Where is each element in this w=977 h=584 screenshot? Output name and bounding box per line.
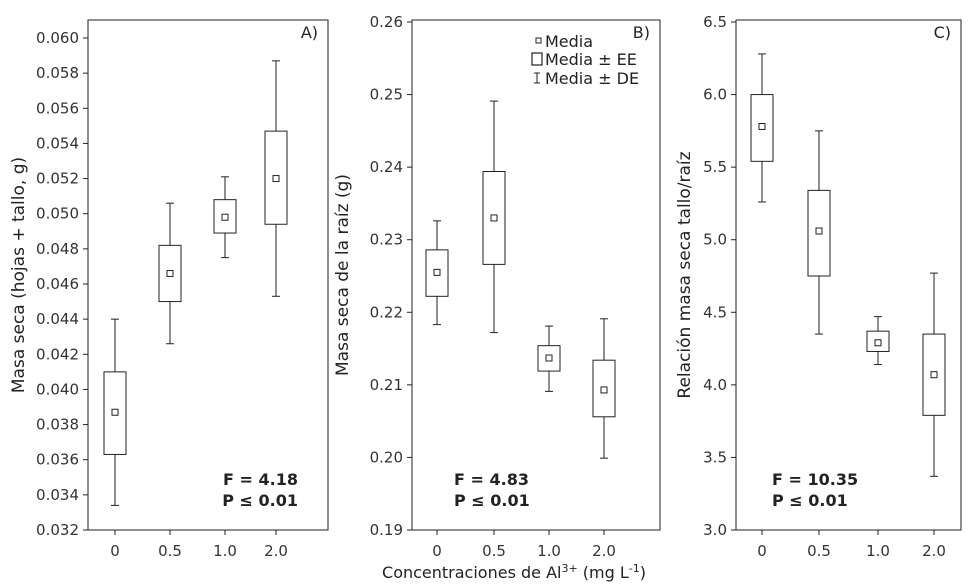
- panel-b-xtick-label: 0: [432, 542, 442, 560]
- panel-b-xtick-label: 0.5: [482, 542, 506, 560]
- panel-a-mean-marker: [272, 175, 280, 183]
- panel-a-ytick-label: 0.048: [36, 240, 79, 258]
- chart-marks: 0.032 0.034 0.036 0.038 0.040 0.042 0.044 0.046…: [36, 13, 946, 560]
- panel-a-ytick-label: 0.060: [36, 29, 79, 47]
- panel-b-label: B): [633, 23, 650, 42]
- panel-b-mean-marker: [600, 386, 608, 394]
- panel-c-stat-f: F = 10.35: [772, 470, 858, 489]
- panel-c-ytick-label: 5.5: [703, 158, 727, 176]
- panel-a-ytick-label: 0.058: [36, 64, 79, 82]
- x-axis-title: Concentraciones de Al3+ (mg L-1): [382, 562, 646, 582]
- panel-b-mean-marker: [433, 268, 441, 276]
- panel-b-ytick-label: 0.21: [370, 376, 403, 394]
- panel-a-ytick-label: 0.044: [36, 310, 79, 328]
- panel-a-xtick-label: 1.0: [213, 542, 237, 560]
- panel-c-ytick-label: 3.0: [703, 521, 727, 539]
- panel-b-xtick-label: 2.0: [592, 542, 616, 560]
- panel-a-xtick-label: 0.5: [158, 542, 182, 560]
- panel-c-xtick-label: 0.5: [807, 542, 831, 560]
- panel-c-ytick-label: 4.5: [703, 303, 727, 321]
- panel-b-mean-marker: [490, 214, 498, 222]
- panel-c-xtick-label: 1.0: [866, 542, 890, 560]
- panel-c-mean-marker: [758, 123, 766, 131]
- panel-c-xtick-label: 2.0: [922, 542, 946, 560]
- panel-c-mean-marker: [930, 371, 938, 379]
- panel-c-ytick-label: 6.0: [703, 86, 727, 104]
- panel-c-ylabel: Relación masa seca tallo/raíz: [675, 151, 695, 398]
- panel-b-stat-p: P ≤ 0.01: [454, 491, 530, 510]
- legend-ee-label: Media ± EE: [545, 50, 637, 69]
- panel-b-ytick-label: 0.20: [370, 448, 403, 466]
- panel-a-ytick-label: 0.052: [36, 170, 79, 188]
- panel-a-stat-p: P ≤ 0.01: [222, 491, 298, 510]
- panel-a-ytick-label: 0.046: [36, 275, 79, 293]
- panel-a-xtick-label: 0: [110, 542, 120, 560]
- panel-a-mean-marker: [166, 269, 174, 277]
- panel-a-ylabel: Masa seca (hojas + tallo, g): [9, 157, 29, 393]
- panel-a-ytick-label: 0.040: [36, 380, 79, 398]
- panel-a-mean-marker: [221, 213, 229, 221]
- legend-mean-label: Media: [545, 32, 593, 51]
- panel-a-stat-f: F = 4.18: [223, 470, 298, 489]
- panel-b-frame: [411, 19, 661, 531]
- legend-de-label: Media ± DE: [545, 69, 639, 88]
- panel-b-xtick-label: 1.0: [537, 542, 561, 560]
- panel-a-frame: [87, 19, 329, 531]
- panel-c-ytick-label: 6.5: [703, 13, 727, 31]
- legend-de-marker: [534, 72, 540, 84]
- panel-a-ytick-label: 0.042: [36, 345, 79, 363]
- panel-a-ytick-label: 0.054: [36, 134, 79, 152]
- panel-a-ytick-label: 0.056: [36, 99, 79, 117]
- panel-a-ytick-label: 0.050: [36, 205, 79, 223]
- panel-a-mean-marker: [111, 408, 119, 416]
- panel-c-ytick-label: 4.0: [703, 376, 727, 394]
- panel-c-mean-marker: [874, 339, 882, 347]
- panel-b-ytick-label: 0.26: [370, 13, 403, 31]
- panel-b-ytick-label: 0.19: [370, 521, 403, 539]
- legend-mean-marker: [535, 37, 542, 44]
- panel-c-xtick-label: 0: [757, 542, 767, 560]
- panel-b-mean-marker: [545, 354, 553, 362]
- panel-a-ytick-label: 0.036: [36, 451, 79, 469]
- legend-ee-marker: [531, 52, 543, 66]
- panel-b-ytick-label: 0.25: [370, 86, 403, 104]
- panel-c-frame: [735, 19, 962, 531]
- panel-a-ytick-label: 0.034: [36, 486, 79, 504]
- panel-c-ytick-label: 5.0: [703, 231, 727, 249]
- panel-a-label: A): [301, 23, 318, 42]
- panel-c-mean-marker: [815, 227, 823, 235]
- panel-b-stat-f: F = 4.83: [454, 470, 529, 489]
- panel-a-xtick-label: 2.0: [264, 542, 288, 560]
- panel-c-ytick-label: 3.5: [703, 448, 727, 466]
- panel-b-ytick-label: 0.22: [370, 303, 403, 321]
- legend: Media Media ± EE Media ± DE: [531, 32, 639, 88]
- panel-c-stat-p: P ≤ 0.01: [772, 491, 848, 510]
- panel-a-ytick-label: 0.032: [36, 521, 79, 539]
- panel-b-ylabel: Masa seca de la raíz (g): [333, 174, 353, 376]
- panel-a-ytick-label: 0.038: [36, 416, 79, 434]
- panel-c-label: C): [934, 23, 951, 42]
- panel-b-ytick-label: 0.24: [370, 158, 403, 176]
- panel-b-ytick-label: 0.23: [370, 231, 403, 249]
